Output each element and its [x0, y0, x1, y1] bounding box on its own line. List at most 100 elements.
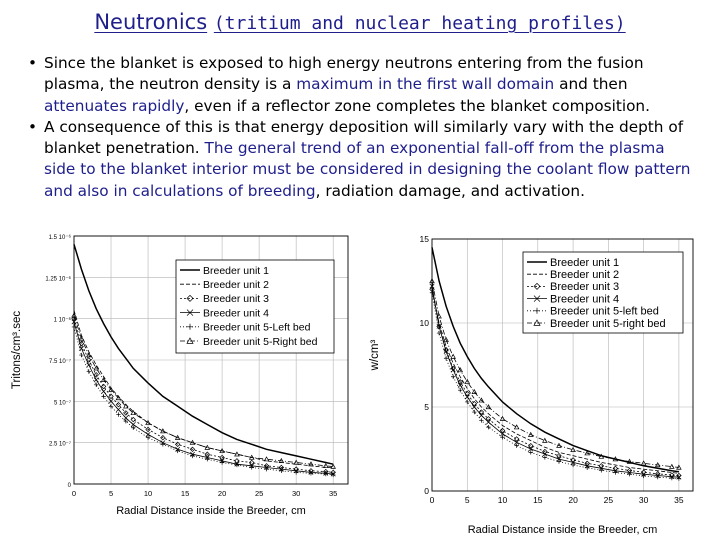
legend-entry: Breeder unit 5-Right bed: [203, 336, 318, 348]
y-tick-label: 5: [424, 402, 429, 412]
x-tick-label: 35: [674, 495, 684, 505]
diamond-marker: [513, 436, 520, 442]
plus-marker: [187, 323, 193, 330]
triangle-marker: [478, 397, 485, 403]
series-line: [73, 310, 334, 468]
triangle-marker: [115, 395, 122, 401]
plus-marker: [279, 468, 284, 473]
slide-title: Neutronics (tritium and nuclear heating …: [0, 8, 720, 38]
x-marker: [478, 412, 484, 418]
diamond-marker: [186, 294, 194, 302]
triangle-marker: [78, 335, 85, 341]
plus-marker: [613, 470, 618, 475]
triangle-marker: [123, 403, 129, 409]
plus-marker: [234, 462, 240, 468]
chart-2: 0 5 10 15 20 25 30 35 0 5 10 15 Radial Distance insi…: [369, 234, 694, 536]
triangle-marker: [86, 352, 92, 358]
plus-marker: [123, 418, 129, 424]
title-subtitle: (tritium and nuclear heating profiles): [213, 13, 626, 34]
series-polyline: [431, 280, 679, 468]
x-tick-label: 25: [255, 489, 263, 498]
x-marker: [457, 382, 463, 388]
plus-marker: [293, 470, 299, 475]
y-tick-label: 0: [424, 486, 429, 496]
plus-marker: [190, 453, 195, 459]
plus-marker: [219, 460, 225, 465]
x-marker: [471, 404, 477, 410]
plus-marker: [514, 443, 519, 448]
x-marker: [443, 349, 449, 355]
legend-entry: Breeder unit 1: [203, 265, 269, 277]
series-polyline: [73, 244, 334, 465]
diamond-marker: [249, 459, 255, 466]
plus-marker: [500, 435, 505, 440]
plus-marker: [655, 474, 660, 480]
triangle-marker: [570, 446, 576, 452]
plus-marker: [486, 424, 491, 430]
legend: Breeder unit 1 Breeder unit 2 Breeder unit…: [175, 259, 335, 354]
plus-marker: [676, 476, 682, 481]
x-marker: [93, 377, 99, 383]
diamond-marker: [189, 446, 196, 452]
triangle-marker: [556, 442, 562, 448]
x-tick-label: 35: [329, 489, 337, 498]
triangle-marker: [263, 456, 270, 462]
title-main: Neutronics: [94, 10, 208, 34]
triangle-marker: [308, 461, 314, 467]
legend-box: [522, 251, 684, 334]
y-tick-label: 1.5 10⁻⁶: [49, 234, 72, 241]
y-axis-label: w/cm³: [369, 340, 381, 372]
diamond-marker: [145, 426, 151, 433]
diamond-marker: [100, 383, 107, 390]
series-polyline: [73, 318, 334, 473]
y-tick-label: 1 10⁻⁶: [54, 317, 72, 324]
triangle-marker: [527, 431, 534, 437]
triangle-marker: [160, 428, 166, 434]
triangle-marker: [533, 319, 541, 326]
bullet-dot: •: [28, 54, 38, 72]
plus-marker: [249, 465, 254, 470]
series-line: [71, 324, 336, 478]
triangle-marker: [542, 437, 548, 443]
plus-marker: [429, 290, 435, 295]
diamond-marker: [457, 379, 463, 385]
diamond-marker: [556, 453, 562, 459]
triangle-marker: [71, 312, 77, 318]
triangle-marker: [436, 313, 442, 319]
chart-1: 0 5 10 15 20 25 30 35 0 2.5 10⁻⁷ 5 10⁻⁷ 7.5 10⁻⁷ 1 1…: [11, 234, 349, 517]
triangle-marker: [93, 365, 100, 371]
plus-marker: [641, 473, 646, 479]
plus-marker: [101, 394, 106, 399]
plus-marker: [108, 404, 114, 409]
plus-marker: [79, 352, 84, 358]
x-marker: [450, 367, 456, 373]
plus-marker: [465, 399, 470, 405]
diamond-marker: [485, 416, 492, 422]
x-marker: [528, 446, 534, 452]
triangle-marker: [626, 458, 633, 464]
x-marker: [533, 295, 541, 302]
plus-marker: [479, 418, 484, 423]
triangle-marker: [669, 463, 675, 469]
plus-marker: [443, 356, 449, 361]
x-marker: [123, 415, 129, 421]
triangle-marker: [640, 460, 647, 466]
y-tick-label: 15: [420, 234, 430, 244]
triangle-marker: [219, 448, 225, 454]
y-tick-label: 10: [420, 318, 430, 328]
series-line: [431, 247, 679, 473]
y-tick-label: 0: [68, 483, 72, 489]
x-axis-label: Radial Distance inside the Breeder, cm: [116, 505, 306, 517]
plus-marker: [458, 388, 463, 393]
x-marker: [78, 345, 84, 351]
highlight-text: maximum in the first wall domain: [296, 75, 555, 94]
bullet-list: • Since the blanket is exposed to high e…: [28, 53, 693, 202]
x-tick-label: 5: [465, 495, 470, 505]
legend-entry: Breeder unit 4: [550, 293, 619, 305]
x-tick-label: 15: [181, 489, 189, 498]
diamond-marker: [93, 372, 99, 378]
plot-frame: [431, 238, 694, 492]
plus-marker: [599, 468, 604, 473]
triangle-marker: [293, 459, 299, 465]
